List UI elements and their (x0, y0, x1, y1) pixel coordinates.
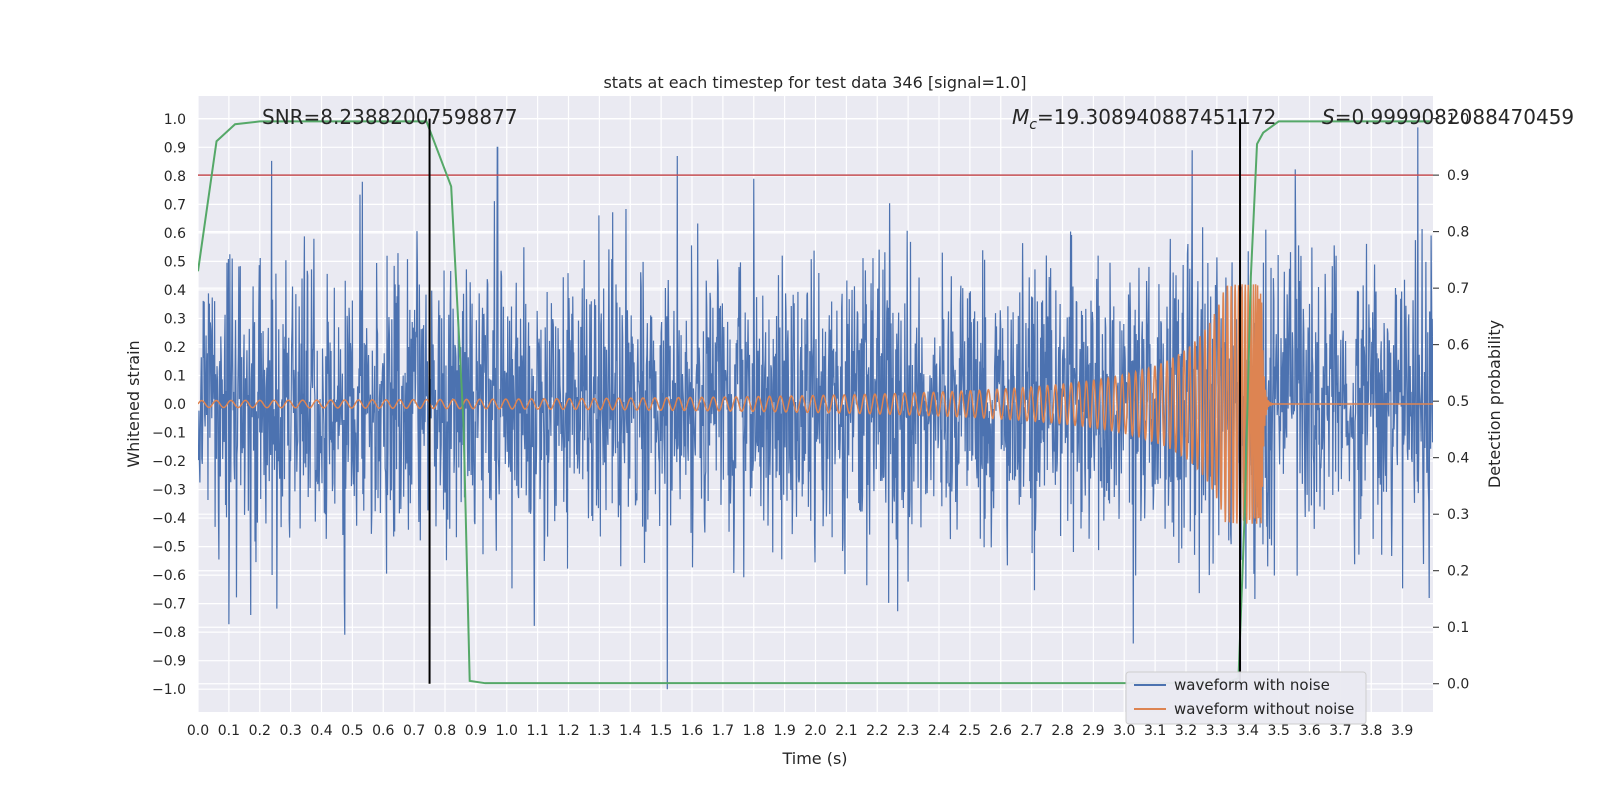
left-tick-label: −0.9 (152, 654, 186, 670)
x-tick-label: 0.0 (187, 723, 209, 739)
left-tick-label: −0.1 (152, 426, 186, 442)
left-tick-label: 0.5 (164, 254, 186, 270)
legend-box (1125, 671, 1367, 725)
left-tick-label: 0.2 (164, 340, 186, 356)
right-tick-label: 0.8 (1447, 225, 1469, 241)
s-value: =0.9999082088470459 (1335, 105, 1574, 129)
x-tick-label: 2.5 (959, 723, 981, 739)
x-tick-label: 0.1 (218, 723, 240, 739)
x-tick-label: 0.8 (434, 723, 456, 739)
x-tick-label: 1.8 (743, 723, 765, 739)
series-layer (198, 118, 1433, 690)
x-tick-label: 1.3 (588, 723, 610, 739)
x-tick-label: 3.9 (1391, 723, 1413, 739)
left-tick-label: −0.6 (152, 568, 186, 584)
left-axis-ticks: 1.0 0.9 0.8 0.7 0.6 0.5 0.4 0.3 0.2 0.1 0.0 −0.1 −0.… (152, 112, 186, 698)
x-tick-label: 3.5 (1267, 723, 1289, 739)
right-tick-label: 0.0 (1447, 677, 1469, 693)
x-tick-label: 0.2 (249, 723, 271, 739)
x-tick-label: 0.4 (310, 723, 332, 739)
x-tick-label: 1.9 (773, 723, 795, 739)
left-tick-label: −0.8 (152, 625, 186, 641)
left-tick-label: −0.5 (152, 540, 186, 556)
x-tick-label: 1.1 (526, 723, 548, 739)
x-tick-label: 1.6 (681, 723, 703, 739)
legend-label-waveform-without-noise: waveform without noise (1174, 700, 1354, 718)
score-annotation: S=0.9999082088470459 (1322, 105, 1574, 129)
left-tick-label: 0.7 (164, 197, 186, 213)
right-tick-label: 0.3 (1447, 507, 1469, 523)
x-tick-label: 1.7 (712, 723, 734, 739)
series-line-waveform-with-noise (198, 127, 1433, 690)
x-tick-label: 2.8 (1051, 723, 1073, 739)
left-tick-label: 0.1 (164, 368, 186, 384)
x-tick-label: 2.4 (928, 723, 950, 739)
x-axis-ticks: 0.0 0.1 0.2 0.3 0.4 0.5 0.6 0.7 0.8 0.9 1.0 1.1 1.2 1… (187, 723, 1413, 739)
left-tick-label: 0.8 (164, 169, 186, 185)
right-tick-label: 0.9 (1447, 168, 1469, 184)
x-tick-label: 3.3 (1206, 723, 1228, 739)
left-tick-label: 0.6 (164, 226, 186, 242)
right-tick-label: 0.4 (1447, 451, 1469, 467)
x-tick-label: 1.4 (619, 723, 641, 739)
s-symbol: S (1322, 105, 1335, 129)
left-tick-label: −0.3 (152, 483, 186, 499)
left-tick-label: 0.3 (164, 311, 186, 327)
left-axis-label: Whitened strain (124, 340, 143, 467)
left-tick-label: −0.4 (152, 511, 186, 527)
left-tick-label: −1.0 (152, 682, 186, 698)
left-tick-label: −0.7 (152, 597, 186, 613)
x-tick-label: 3.8 (1360, 723, 1382, 739)
right-tick-label: 0.7 (1447, 281, 1469, 297)
x-tick-label: 2.2 (866, 723, 888, 739)
left-tick-label: 0.9 (164, 140, 186, 156)
right-tick-label: 1.0 (1447, 112, 1469, 128)
mc-subscript: c (1029, 117, 1037, 133)
x-tick-label: 2.9 (1082, 723, 1104, 739)
mc-symbol: M (1012, 105, 1029, 129)
x-tick-label: 2.6 (990, 723, 1012, 739)
left-tick-label: 0.4 (164, 283, 186, 299)
x-tick-label: 3.2 (1175, 723, 1197, 739)
x-tick-label: 3.1 (1144, 723, 1166, 739)
x-tick-label: 3.0 (1113, 723, 1135, 739)
x-tick-label: 0.9 (465, 723, 487, 739)
right-tick-label: 0.6 (1447, 338, 1469, 354)
snr-annotation: SNR=8.23882007598877 (262, 105, 518, 129)
x-tick-label: 1.0 (496, 723, 518, 739)
x-tick-label: 0.7 (403, 723, 425, 739)
right-tick-label: 0.1 (1447, 620, 1469, 636)
right-tick-label: 0.2 (1447, 564, 1469, 580)
chart-title: stats at each timestep for test data 346… (603, 73, 1026, 92)
series-line-detection-probability (198, 120, 1430, 685)
x-tick-label: 1.5 (650, 723, 672, 739)
mc-value: =19.308940887451172 (1037, 105, 1276, 129)
x-tick-label: 0.6 (372, 723, 394, 739)
x-axis-label: Time (s) (781, 749, 847, 768)
x-tick-label: 3.4 (1237, 723, 1259, 739)
legend-label-waveform-with-noise: waveform with noise (1174, 676, 1330, 694)
right-tick-label: 0.5 (1447, 394, 1469, 410)
series-line-waveform-without-noise (198, 284, 1433, 524)
x-tick-label: 2.3 (897, 723, 919, 739)
x-tick-label: 1.2 (557, 723, 579, 739)
x-tick-label: 2.0 (804, 723, 826, 739)
x-tick-label: 2.1 (835, 723, 857, 739)
x-tick-label: 0.5 (341, 723, 363, 739)
left-tick-label: −0.2 (152, 454, 186, 470)
right-axis-label: Detection probability (1485, 320, 1504, 488)
left-tick-label: 0.0 (164, 397, 186, 413)
right-axis-ticks: 1.0 0.9 0.8 0.7 0.6 0.5 0.4 0.3 0.2 0.1 0.0 (1433, 112, 1469, 693)
legend: waveform with noise waveform without noi… (1125, 671, 1367, 725)
x-tick-label: 0.3 (279, 723, 301, 739)
chirp-mass-annotation: Mc=19.308940887451172 (1012, 105, 1276, 133)
left-tick-label: 1.0 (164, 112, 186, 128)
x-tick-label: 3.7 (1329, 723, 1351, 739)
x-tick-label: 3.6 (1298, 723, 1320, 739)
x-tick-label: 2.7 (1020, 723, 1042, 739)
